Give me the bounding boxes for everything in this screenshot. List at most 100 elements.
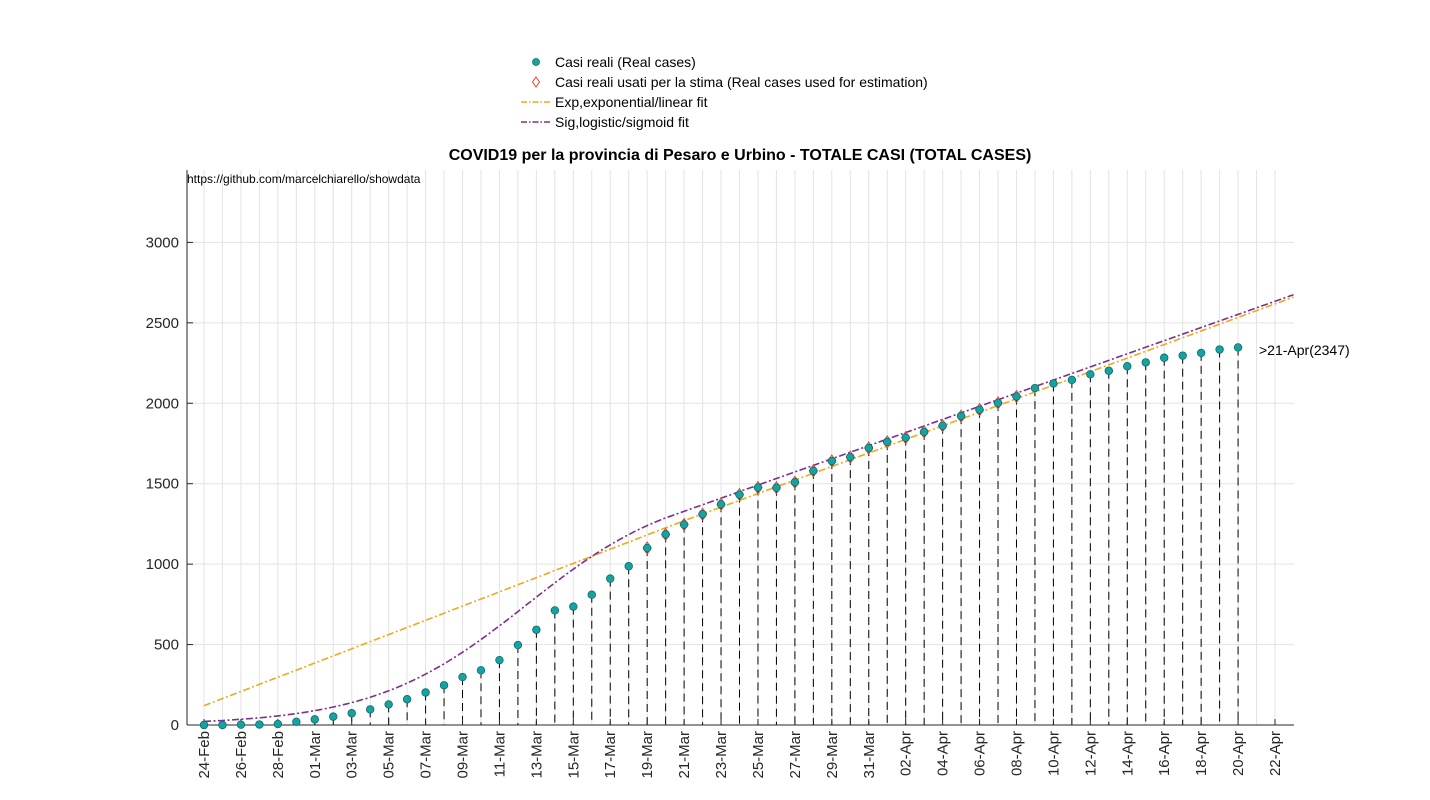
real-case-point: [642, 543, 652, 553]
real-case-point: [661, 530, 670, 539]
x-tick-label: 22-Apr: [1267, 731, 1284, 776]
real-case-point: [846, 452, 855, 462]
real-case-point: [679, 520, 689, 529]
y-tick-label: 2500: [146, 315, 179, 332]
real-case-point: [938, 421, 947, 430]
y-tick-label: 0: [171, 717, 179, 734]
x-tick-label: 13-Mar: [528, 731, 545, 779]
y-tick-label: 3000: [146, 234, 179, 251]
real-case-point: [790, 478, 800, 487]
marker-layer: [199, 343, 1243, 730]
real-case-point: [421, 688, 430, 697]
real-case-point: [458, 672, 467, 682]
real-case-point: [624, 562, 633, 571]
real-case-point: [513, 640, 523, 650]
real-case-point: [1067, 375, 1077, 385]
real-case-point: [1123, 362, 1132, 371]
real-case-point: [606, 574, 615, 583]
real-case-point: [1178, 351, 1187, 360]
real-case-point: [735, 490, 744, 499]
stems-layer: [240, 347, 1239, 725]
real-case-point: [827, 456, 837, 466]
legend-marker-estimation-cases: [531, 76, 541, 88]
y-tick-label: 1000: [146, 556, 179, 573]
real-case-point: [1215, 345, 1224, 354]
real-case-point: [569, 602, 578, 611]
legend-label-estimation-cases: Casi reali usati per la stima (Real case…: [555, 74, 928, 90]
x-tick-label: 29-Mar: [824, 731, 841, 779]
x-tick-label: 31-Mar: [861, 731, 878, 779]
x-tick-label: 03-Mar: [344, 731, 361, 779]
real-case-point: [864, 443, 873, 453]
last-value-annotation: >21-Apr(2347): [1259, 342, 1350, 358]
fit-layer: [203, 293, 1294, 723]
real-case-point: [1049, 379, 1058, 388]
y-tick-label: 2000: [146, 395, 179, 412]
real-case-point: [550, 606, 560, 615]
real-case-point: [956, 411, 966, 421]
real-case-point: [753, 483, 763, 492]
real-case-point: [1141, 358, 1150, 367]
legend: Casi reali (Real cases) Casi reali usati…: [521, 54, 928, 130]
real-case-point: [310, 715, 319, 724]
real-case-point: [476, 666, 486, 675]
y-tick-label: 1500: [146, 476, 179, 493]
legend-label-sig-fit: Sig,logistic/sigmoid fit: [555, 114, 689, 130]
real-case-point: [716, 500, 726, 509]
real-case-point: [255, 720, 264, 729]
real-case-point: [292, 717, 301, 726]
x-tick-label: 12-Apr: [1082, 731, 1099, 776]
x-tick-label: 19-Mar: [639, 731, 656, 779]
real-case-point: [772, 483, 781, 492]
real-case-point: [1086, 370, 1095, 379]
x-tick-label: 26-Feb: [233, 731, 250, 779]
x-tick-label: 05-Mar: [381, 731, 398, 779]
real-case-point: [439, 681, 449, 690]
x-tick-label: 18-Apr: [1193, 731, 1210, 776]
real-case-point: [587, 590, 596, 599]
x-tick-label: 10-Apr: [1045, 731, 1062, 776]
real-case-point: [365, 705, 375, 714]
real-case-point: [919, 427, 929, 437]
real-case-point: [384, 700, 393, 709]
legend-label-real-cases: Casi reali (Real cases): [555, 54, 696, 70]
y-tick-label: 500: [154, 637, 179, 654]
real-case-point: [809, 466, 818, 476]
real-case-point: [236, 720, 246, 729]
x-tick-label: 01-Mar: [307, 731, 324, 779]
real-case-point: [1012, 392, 1021, 401]
x-tick-label: 11-Mar: [491, 731, 508, 777]
real-case-point: [1160, 353, 1169, 362]
x-tick-label: 24-Feb: [196, 731, 213, 779]
ticks-layer: 0 500 1000 1500 2000 2500 3000 24-Feb 26-Feb 28-F…: [146, 234, 1284, 778]
real-case-point: [199, 720, 209, 730]
real-case-point: [698, 510, 707, 519]
real-case-point: [329, 712, 338, 721]
x-tick-label: 02-Apr: [898, 731, 915, 776]
real-case-point: [993, 398, 1003, 408]
x-tick-label: 25-Mar: [750, 731, 767, 779]
x-tick-label: 23-Mar: [713, 731, 730, 779]
x-tick-label: 09-Mar: [455, 731, 472, 779]
sigmoid-fit-line: [203, 293, 1294, 723]
x-tick-label: 17-Mar: [602, 731, 619, 779]
real-case-point: [1196, 348, 1206, 358]
real-case-point: [1104, 366, 1114, 375]
x-tick-label: 16-Apr: [1156, 731, 1173, 776]
x-tick-label: 27-Mar: [787, 731, 804, 779]
x-tick-label: 21-Mar: [676, 731, 693, 779]
real-case-point: [347, 709, 356, 718]
x-tick-label: 07-Mar: [418, 731, 435, 779]
real-case-point: [975, 405, 984, 414]
source-note: https://github.com/marcelchiarello/showd…: [187, 172, 421, 186]
real-case-point: [532, 625, 541, 634]
x-tick-label: 14-Apr: [1119, 731, 1136, 776]
x-tick-label: 20-Apr: [1230, 731, 1247, 776]
chart-title: COVID19 per la provincia di Pesaro e Urb…: [449, 147, 1032, 164]
x-tick-label: 06-Apr: [972, 731, 989, 776]
grid-layer: [187, 170, 1294, 726]
real-case-point: [1233, 343, 1243, 352]
x-tick-label: 04-Apr: [935, 731, 952, 776]
real-case-point: [1030, 383, 1040, 393]
